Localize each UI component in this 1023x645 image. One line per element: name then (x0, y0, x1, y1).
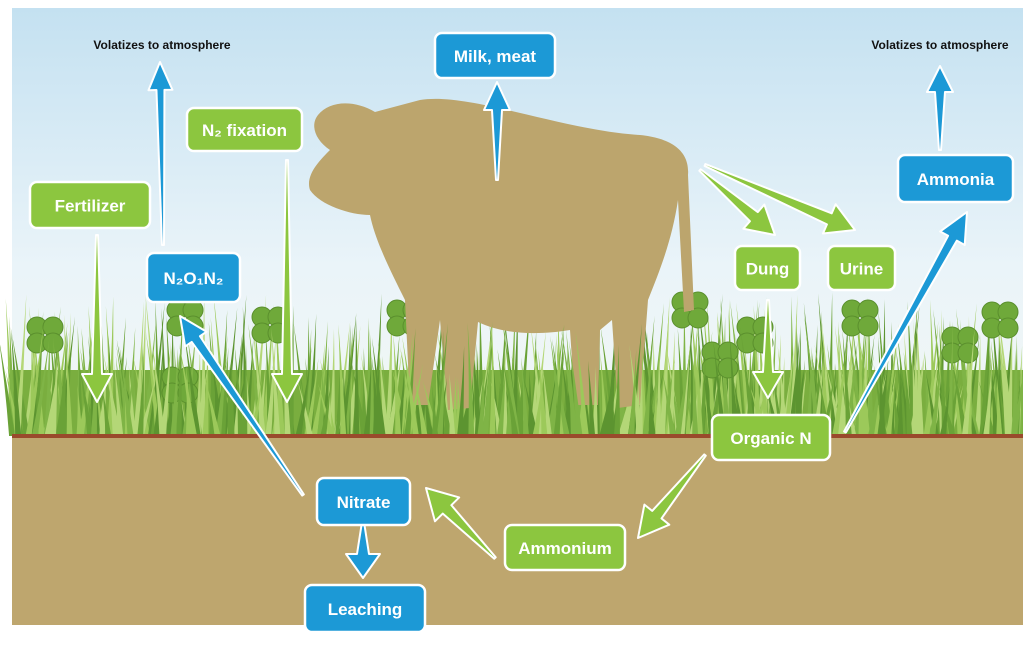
node-label: Urine (840, 260, 883, 279)
annotation: Volatizes to atmosphere (93, 38, 230, 52)
clover-leaf (958, 343, 978, 363)
clover-leaf (688, 308, 708, 328)
node-label: N₂O₁N₂ (164, 269, 224, 288)
node-label: Ammonia (917, 170, 995, 189)
clover-leaf (43, 333, 63, 353)
node-label: N₂ fixation (202, 121, 287, 140)
node-label: Dung (746, 260, 789, 279)
clover-leaf (998, 318, 1018, 338)
clover-leaf (858, 316, 878, 336)
page: {"annotations": ["Volatizes to atmospher… (0, 0, 1023, 645)
node-label: Fertilizer (55, 197, 126, 216)
annotation: Volatizes to atmosphere (871, 38, 1008, 52)
node-label: Ammonium (518, 539, 612, 558)
clover-leaf (718, 358, 738, 378)
ground-line (12, 434, 1023, 438)
node-label: Leaching (328, 600, 403, 619)
node-label: Organic N (730, 429, 811, 448)
nitrogen-cycle-diagram: Milk, meat N₂ fixation Fertilizer N₂O₁N₂ Dun… (0, 0, 1023, 645)
node-label: Milk, meat (454, 47, 537, 66)
node-label: Nitrate (337, 493, 391, 512)
